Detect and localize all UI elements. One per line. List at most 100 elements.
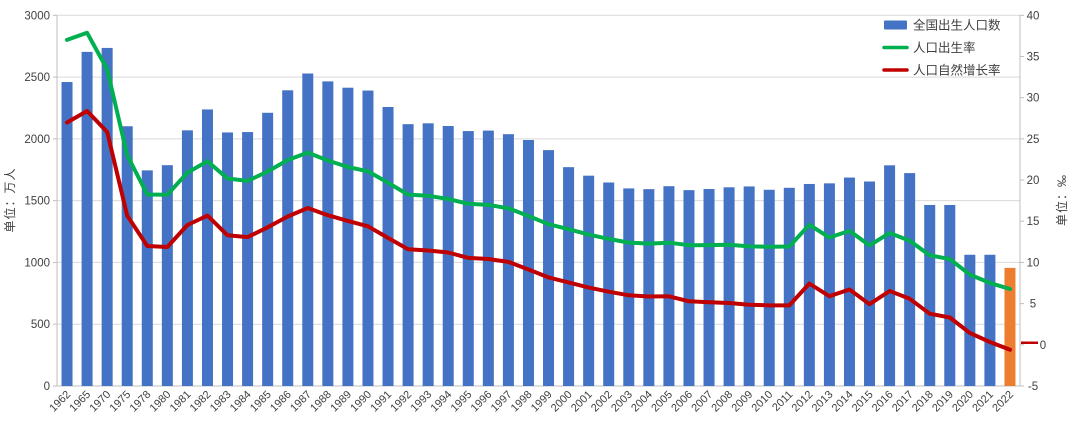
x-tick-label: 1983 bbox=[208, 389, 234, 415]
bar-1975 bbox=[121, 126, 133, 386]
x-tick-label: 1991 bbox=[368, 389, 394, 415]
legend-label: 人口出生率 bbox=[913, 40, 976, 55]
right-tick-label: 25 bbox=[1027, 134, 1040, 146]
bar-1985 bbox=[262, 112, 274, 386]
bar-2013 bbox=[823, 183, 835, 386]
left-axis-title: 单位：万人 bbox=[2, 167, 17, 232]
x-tick-label: 2017 bbox=[890, 389, 916, 415]
bar-2001 bbox=[583, 175, 595, 386]
bar-1978 bbox=[141, 170, 153, 386]
bar-1962 bbox=[61, 82, 73, 386]
bar-1989 bbox=[342, 87, 354, 386]
birth-rate-line bbox=[65, 30, 1012, 291]
bar-2009 bbox=[743, 186, 755, 386]
bar-2007 bbox=[703, 189, 715, 386]
bar-2018 bbox=[924, 204, 936, 386]
x-tick-label: 1999 bbox=[529, 389, 555, 415]
bar-1988 bbox=[322, 81, 334, 386]
x-tick-label: 2003 bbox=[609, 389, 635, 415]
x-tick-label: 1984 bbox=[228, 389, 254, 415]
left-tick-label: 3000 bbox=[24, 10, 50, 22]
bar-2011 bbox=[783, 187, 795, 386]
x-tick-label: 2020 bbox=[950, 389, 976, 415]
bar-2006 bbox=[683, 190, 695, 386]
bar-1998 bbox=[522, 139, 534, 386]
bar-2003 bbox=[623, 188, 635, 386]
legend-label: 全国出生人口数 bbox=[913, 18, 1001, 33]
bar-1994 bbox=[442, 126, 454, 386]
x-tick-label: 1988 bbox=[308, 389, 334, 415]
x-tick-label: 1985 bbox=[248, 389, 274, 415]
bar-2019 bbox=[944, 204, 956, 386]
x-tick-label: 2008 bbox=[709, 389, 735, 415]
chart-plot-area: 3000250020001500100050004035302520151050… bbox=[24, 10, 1046, 414]
bar-2017 bbox=[904, 173, 916, 386]
x-tick-label: 2006 bbox=[669, 389, 695, 415]
bar-1991 bbox=[382, 106, 394, 387]
x-tick-label: 2005 bbox=[649, 389, 675, 415]
x-tick-label: 2001 bbox=[569, 389, 595, 415]
natural-growth-rate-line bbox=[65, 109, 1012, 352]
x-tick-label: 1990 bbox=[348, 389, 374, 415]
x-tick-label: 1993 bbox=[408, 389, 434, 415]
right-tick-label: 10 bbox=[1027, 257, 1040, 269]
legend-label: 人口自然增长率 bbox=[913, 63, 1001, 78]
x-tick-label: 1996 bbox=[469, 389, 495, 415]
x-tick-label: 2007 bbox=[689, 389, 715, 415]
x-tick-label: 2012 bbox=[790, 389, 816, 415]
bar-2021 bbox=[984, 254, 996, 386]
bar-2015 bbox=[864, 181, 876, 386]
x-tick-label: 1992 bbox=[388, 389, 414, 415]
right-tick-label: 35 bbox=[1027, 51, 1040, 63]
x-tick-label: 1978 bbox=[128, 389, 154, 415]
x-tick-label: 1995 bbox=[449, 389, 475, 415]
bar-1992 bbox=[402, 124, 414, 386]
bar-2002 bbox=[603, 182, 615, 386]
x-tick-label: 1970 bbox=[87, 389, 113, 415]
x-tick-label: 2015 bbox=[850, 389, 876, 415]
bar-2008 bbox=[723, 187, 735, 386]
bar-1993 bbox=[422, 123, 434, 386]
bar-2014 bbox=[843, 177, 855, 386]
x-tick-label: 2021 bbox=[970, 389, 996, 415]
right-axis-title: 单位：‰ bbox=[1054, 174, 1069, 226]
bar-2000 bbox=[563, 167, 575, 386]
x-tick-label: 2004 bbox=[629, 389, 655, 415]
left-tick-label: 2000 bbox=[24, 134, 50, 146]
bar-2010 bbox=[763, 189, 775, 386]
right-tick-label: 30 bbox=[1027, 93, 1040, 105]
x-tick-label: 2000 bbox=[549, 389, 575, 415]
x-tick-label: 2019 bbox=[930, 389, 956, 415]
right-tick-label: 40 bbox=[1027, 10, 1040, 22]
right-tick-label: 5 bbox=[1030, 299, 1036, 311]
x-tick-label: 1994 bbox=[429, 389, 455, 415]
x-tick-label: 1982 bbox=[188, 389, 214, 415]
bar-2016 bbox=[884, 165, 896, 386]
left-tick-label: 0 bbox=[44, 381, 50, 393]
x-tick-label: 1997 bbox=[489, 389, 515, 415]
x-tick-label: 2002 bbox=[589, 389, 615, 415]
x-tick-label: 1975 bbox=[108, 389, 134, 415]
x-tick-label: 1998 bbox=[509, 389, 535, 415]
bar-1987 bbox=[302, 73, 314, 386]
right-tick-label: 20 bbox=[1027, 175, 1040, 187]
right-tick-label: -5 bbox=[1028, 381, 1038, 393]
x-tick-label: 2018 bbox=[910, 389, 936, 415]
x-tick-label: 2011 bbox=[770, 389, 795, 414]
x-tick-label: 2016 bbox=[870, 389, 896, 415]
left-tick-label: 500 bbox=[31, 319, 50, 331]
x-tick-label: 2010 bbox=[750, 389, 776, 415]
bar-1970 bbox=[101, 47, 113, 386]
x-tick-label: 1980 bbox=[148, 389, 174, 415]
x-tick-label: 2022 bbox=[990, 389, 1016, 415]
bar-1965 bbox=[81, 51, 93, 386]
bar-1981 bbox=[181, 130, 193, 386]
right-tick-label: 15 bbox=[1027, 216, 1040, 228]
x-tick-label: 2013 bbox=[810, 389, 836, 415]
x-tick-label: 2014 bbox=[830, 389, 856, 415]
x-tick-label: 1989 bbox=[328, 389, 354, 415]
x-tick-label: 1987 bbox=[288, 389, 314, 415]
x-tick-label: 2009 bbox=[729, 389, 755, 415]
bar-1983 bbox=[222, 132, 234, 386]
